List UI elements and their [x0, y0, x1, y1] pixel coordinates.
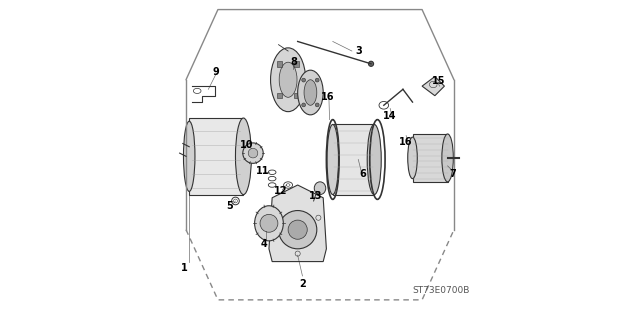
- Ellipse shape: [316, 78, 319, 82]
- Text: 6: 6: [360, 169, 367, 179]
- Ellipse shape: [279, 62, 297, 97]
- Ellipse shape: [316, 103, 319, 107]
- Ellipse shape: [301, 78, 305, 82]
- Text: 15: 15: [432, 76, 445, 86]
- Text: 3: 3: [356, 46, 363, 56]
- Ellipse shape: [304, 80, 317, 105]
- Text: 16: 16: [321, 92, 335, 102]
- Text: 2: 2: [299, 279, 306, 289]
- Bar: [294, 62, 300, 67]
- Ellipse shape: [367, 124, 381, 195]
- Ellipse shape: [236, 118, 252, 195]
- Bar: [277, 93, 282, 98]
- Ellipse shape: [408, 137, 417, 179]
- Polygon shape: [269, 185, 326, 262]
- Text: 11: 11: [256, 166, 269, 176]
- Bar: [189, 118, 243, 195]
- Ellipse shape: [369, 61, 374, 66]
- Ellipse shape: [301, 103, 305, 107]
- Text: 9: 9: [213, 67, 220, 77]
- Polygon shape: [422, 77, 444, 96]
- Ellipse shape: [255, 206, 284, 241]
- Bar: [333, 124, 374, 195]
- Ellipse shape: [327, 124, 339, 195]
- Text: 14: 14: [383, 111, 397, 122]
- Ellipse shape: [184, 121, 195, 191]
- Ellipse shape: [288, 220, 307, 239]
- Ellipse shape: [248, 148, 258, 158]
- Text: ST73E0700B: ST73E0700B: [413, 286, 470, 295]
- Ellipse shape: [243, 143, 263, 163]
- Text: 10: 10: [240, 140, 253, 150]
- Bar: [294, 93, 300, 98]
- Text: 1: 1: [181, 263, 188, 273]
- Bar: [413, 134, 447, 182]
- Ellipse shape: [314, 182, 326, 195]
- Text: 12: 12: [274, 186, 287, 197]
- Text: 16: 16: [399, 137, 413, 147]
- Ellipse shape: [298, 70, 323, 115]
- Text: 5: 5: [226, 201, 233, 211]
- Ellipse shape: [260, 214, 278, 232]
- Text: 4: 4: [261, 239, 268, 249]
- Text: 7: 7: [449, 169, 456, 179]
- Ellipse shape: [442, 134, 453, 182]
- Ellipse shape: [278, 211, 317, 249]
- Bar: [277, 62, 282, 67]
- Text: 8: 8: [291, 57, 297, 67]
- Text: 13: 13: [308, 191, 322, 201]
- Ellipse shape: [271, 48, 306, 112]
